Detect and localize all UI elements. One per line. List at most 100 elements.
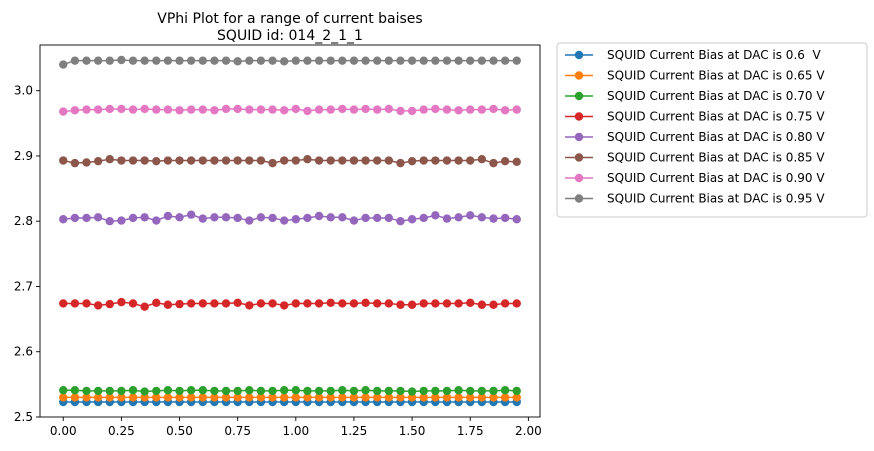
data-point — [454, 386, 463, 395]
data-point — [303, 106, 312, 116]
data-point — [117, 216, 126, 225]
data-point — [70, 393, 80, 402]
data-point — [82, 386, 91, 396]
data-point — [221, 299, 231, 308]
data-point — [419, 299, 428, 308]
data-point — [256, 156, 266, 165]
chart-subtitle: SQUID id: 014_2_1_1 — [217, 28, 363, 44]
data-point — [466, 156, 475, 165]
data-point — [279, 301, 289, 310]
data-point — [210, 386, 219, 396]
data-point — [442, 56, 452, 65]
data-point — [140, 213, 149, 222]
x-tick-label: 0.25 — [108, 424, 135, 438]
data-point — [70, 106, 80, 115]
data-point — [152, 393, 161, 402]
data-point — [198, 56, 207, 65]
x-tick-label: 1.00 — [282, 424, 309, 438]
data-point — [268, 105, 277, 114]
series-6 — [59, 104, 521, 116]
data-point — [140, 302, 149, 311]
data-point — [221, 156, 231, 165]
data-point — [93, 393, 103, 402]
data-point — [198, 386, 207, 395]
data-point — [384, 299, 394, 308]
data-point — [396, 158, 405, 168]
data-point — [477, 56, 487, 65]
data-point — [407, 56, 417, 65]
data-point — [314, 211, 324, 221]
data-point — [186, 210, 196, 219]
data-point — [454, 299, 463, 308]
y-tick-label: 2.6 — [14, 345, 33, 359]
data-point — [163, 105, 173, 114]
data-point — [303, 56, 312, 65]
data-point — [175, 393, 184, 402]
data-point — [512, 299, 521, 308]
data-point — [268, 386, 277, 396]
data-point — [163, 56, 173, 65]
data-point — [338, 299, 347, 308]
data-point — [489, 56, 498, 65]
plot-frame — [39, 44, 541, 418]
data-point — [256, 386, 266, 396]
data-point — [268, 158, 277, 168]
y-tick-label: 2.9 — [14, 149, 33, 163]
data-point — [93, 386, 103, 396]
data-point — [431, 156, 440, 165]
data-point — [128, 156, 138, 165]
data-point — [186, 299, 196, 308]
data-point — [233, 386, 242, 396]
data-point — [407, 393, 417, 402]
legend-item: SQUID Current Bias at DAC is 0.80 V — [565, 130, 825, 144]
x-tick-label: 1.50 — [399, 424, 426, 438]
data-point — [407, 300, 417, 309]
data-point — [477, 300, 487, 309]
data-point — [326, 105, 335, 114]
series-0 — [59, 397, 521, 407]
data-point — [59, 299, 68, 308]
data-point — [477, 386, 487, 396]
data-point — [338, 386, 347, 395]
data-point — [186, 56, 196, 65]
data-point — [361, 213, 370, 223]
data-point — [221, 104, 231, 114]
data-point — [210, 156, 219, 165]
data-point — [454, 56, 463, 65]
data-point — [431, 211, 440, 220]
data-point — [303, 386, 312, 396]
data-point — [373, 393, 382, 402]
data-point — [93, 301, 103, 310]
data-point — [186, 386, 196, 395]
data-point — [338, 393, 347, 402]
data-point — [186, 156, 196, 165]
data-point — [326, 156, 335, 165]
data-point — [384, 104, 394, 114]
data-point — [128, 56, 138, 65]
data-point — [396, 106, 405, 116]
data-point — [442, 386, 452, 396]
data-point — [489, 158, 498, 168]
data-point — [233, 393, 242, 402]
data-point — [279, 216, 289, 225]
series-line-3 — [63, 301, 517, 308]
data-point — [221, 386, 231, 396]
legend-item: SQUID Current Bias at DAC is 0.75 V — [565, 110, 825, 124]
data-point — [500, 393, 510, 402]
data-point — [373, 213, 382, 223]
series-line-5 — [63, 158, 517, 164]
data-point — [500, 106, 510, 115]
data-point — [256, 213, 266, 222]
data-point — [477, 105, 487, 114]
data-point — [500, 156, 510, 166]
data-point — [361, 56, 370, 65]
data-point — [512, 215, 521, 224]
data-point — [326, 213, 335, 222]
data-point — [431, 104, 440, 114]
data-point — [163, 300, 173, 309]
data-point — [291, 104, 301, 114]
data-point — [396, 386, 405, 396]
legend-marker — [574, 91, 584, 101]
x-tick-label: 0.75 — [224, 424, 251, 438]
data-point — [186, 393, 196, 402]
